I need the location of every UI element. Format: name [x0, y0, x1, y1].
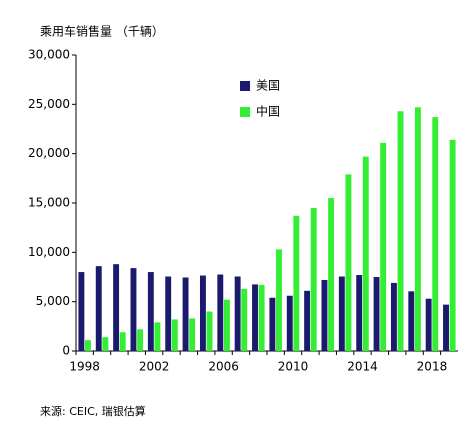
- legend-label: 中国: [256, 104, 280, 119]
- bar: [78, 272, 85, 351]
- source-note: 来源: CEIC, 瑞银估算: [40, 404, 146, 418]
- bar: [171, 319, 178, 351]
- bar: [258, 284, 265, 351]
- bar: [165, 276, 172, 351]
- bar: [408, 291, 415, 351]
- bar: [85, 340, 91, 351]
- bar: [102, 337, 109, 351]
- x-tick-label: 2014: [347, 360, 378, 374]
- bar: [276, 249, 282, 351]
- x-tick-label: 1998: [69, 360, 100, 374]
- legend-swatch: [240, 107, 250, 117]
- bar: [189, 318, 196, 351]
- bar: [147, 272, 154, 351]
- bar: [217, 274, 224, 351]
- x-tick-label: 2006: [208, 360, 239, 374]
- y-tick-label: 0: [62, 344, 70, 358]
- bar: [252, 284, 258, 351]
- bar: [432, 117, 439, 351]
- y-tick-label: 25,000: [28, 97, 70, 111]
- bar: [443, 304, 449, 351]
- bar: [356, 275, 363, 351]
- y-tick-label: 5,000: [36, 294, 70, 308]
- bar: [119, 332, 126, 351]
- x-tick-label: 2002: [139, 360, 170, 374]
- y-tick-label: 20,000: [28, 146, 70, 160]
- bar: [113, 264, 120, 351]
- bar: [425, 298, 432, 351]
- bar: [130, 268, 137, 351]
- y-tick-label: 10,000: [28, 245, 70, 259]
- bar: [321, 279, 328, 351]
- bar: [362, 156, 369, 351]
- bar: [345, 174, 352, 351]
- bar: [373, 277, 380, 351]
- bar: [199, 275, 206, 351]
- bar: [234, 276, 241, 351]
- bar: [206, 311, 213, 351]
- bar: [241, 288, 248, 351]
- bar: [414, 107, 421, 351]
- bar: [338, 276, 345, 351]
- bar: [397, 111, 404, 352]
- bar: [286, 295, 293, 351]
- bar: [310, 207, 317, 351]
- bar: [137, 329, 144, 351]
- legend-swatch: [240, 81, 250, 91]
- x-tick-label: 2010: [278, 360, 309, 374]
- legend-label: 美国: [256, 79, 280, 93]
- x-tick-label: 2018: [417, 360, 448, 374]
- bar: [380, 142, 387, 351]
- bar: [154, 322, 161, 351]
- bar: [328, 198, 335, 351]
- y-tick-label: 15,000: [28, 196, 70, 210]
- y-tick-label: 30,000: [28, 48, 70, 62]
- bar: [95, 266, 102, 351]
- bar: [293, 215, 300, 351]
- chart-title: 乘用车销售量 （千辆）: [40, 24, 164, 39]
- bar: [223, 299, 230, 351]
- bar: [449, 139, 456, 351]
- bar: [269, 297, 276, 351]
- bar: [390, 282, 397, 351]
- bar: [182, 277, 189, 351]
- bar: [304, 290, 311, 351]
